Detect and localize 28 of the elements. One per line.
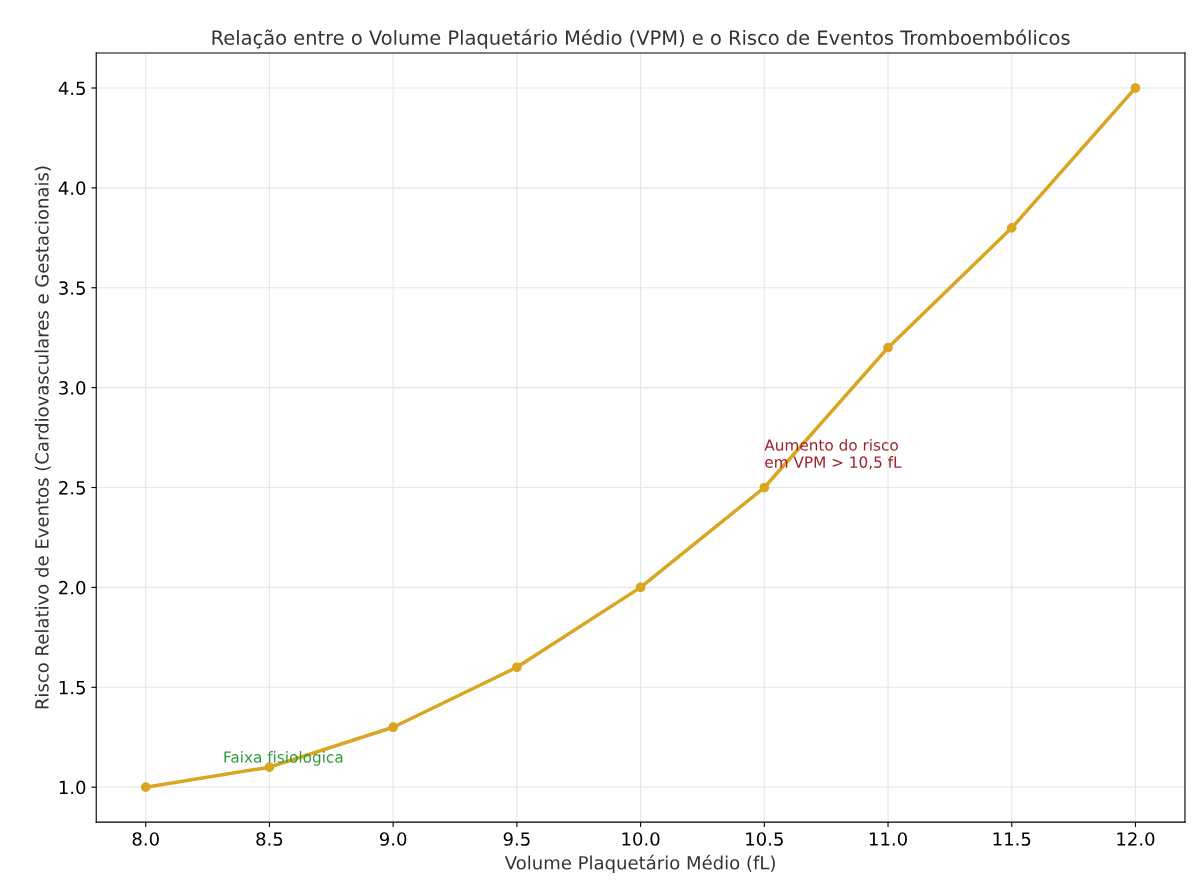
y-tick-label: 4.0 <box>58 181 86 195</box>
y-tick-label: 2.5 <box>59 480 85 495</box>
point <box>512 662 522 673</box>
x-tick-label: 8.0 <box>132 832 159 846</box>
y-tick-label: 3.0 <box>59 381 86 395</box>
x-axis-title: Volume Plaquetário Médio (fL) <box>504 854 775 874</box>
y-tick-label: 1.0 <box>59 780 86 795</box>
point <box>1130 83 1141 93</box>
point <box>635 582 646 593</box>
y-tick-label: 1.5 <box>59 680 85 695</box>
point <box>140 782 151 793</box>
x-tick-label: 9.0 <box>379 832 407 846</box>
x-tick-label: 10.5 <box>746 832 783 846</box>
point <box>759 482 770 493</box>
x-tick-label: 10.0 <box>622 832 660 846</box>
x-tick-label: 9.5 <box>503 832 530 846</box>
y-axis-title: Risco Relativo de Eventos (Cardiovasculares e Gestacionais) <box>34 166 51 709</box>
y-tick-label: 3.5 <box>59 281 85 295</box>
point <box>1006 222 1017 233</box>
point <box>388 722 399 733</box>
y-tick-label: 2.0 <box>59 580 86 595</box>
point <box>883 342 893 353</box>
chart-title: Relação entre o Volume Plaquetário Médio (VPM) e o Risco de Eventos Tromboembólicos <box>212 29 1070 49</box>
x-tick-label: 11.5 <box>993 832 1031 846</box>
x-tick-label: 11.0 <box>869 832 907 846</box>
x-tick-label: 12.0 <box>1117 832 1155 846</box>
x-tick-label: 8.5 <box>256 832 283 846</box>
y-tick-label: 4.5 <box>58 81 85 96</box>
